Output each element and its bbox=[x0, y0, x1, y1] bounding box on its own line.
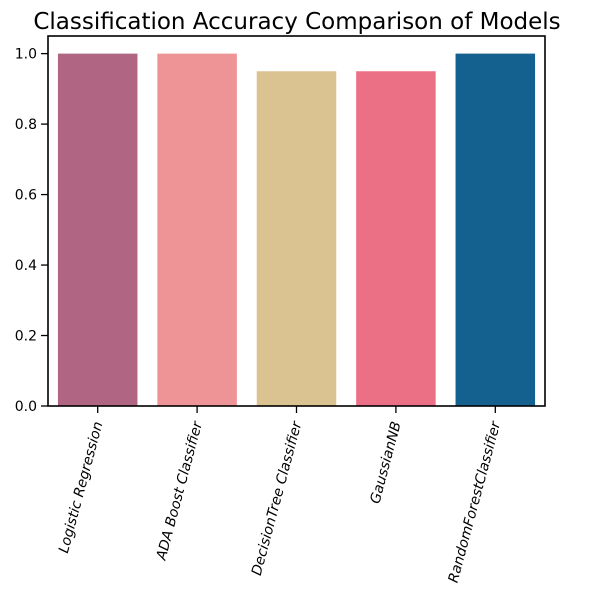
bar-1 bbox=[57, 53, 138, 406]
plot-frame bbox=[47, 35, 546, 407]
y-tick-label: 0.0 bbox=[15, 399, 37, 415]
bars-layer bbox=[57, 53, 536, 406]
chart-title: Classification Accuracy Comparison of Mo… bbox=[33, 9, 560, 35]
y-tick-label: 1.0 bbox=[15, 47, 37, 63]
y-tick-label: 0.2 bbox=[15, 329, 37, 345]
bar-5 bbox=[455, 53, 536, 406]
bar-2 bbox=[157, 53, 237, 406]
x-tick-label: DecisionTree Classifier bbox=[249, 419, 306, 578]
bar-4 bbox=[356, 71, 436, 406]
bar-3 bbox=[256, 71, 337, 406]
y-tick-label: 0.8 bbox=[15, 117, 37, 133]
y-axis: 0.0 0.2 0.4 0.6 0.8 1.0 bbox=[15, 47, 48, 415]
y-tick-label: 0.6 bbox=[15, 188, 37, 204]
x-axis: Logistic Regression ADA Boost Classifier D… bbox=[56, 406, 504, 585]
y-tick-label: 0.4 bbox=[15, 258, 37, 274]
x-tick-label: ADA Boost Classifier bbox=[153, 419, 206, 563]
x-tick-label: RandomForestClassifier bbox=[446, 419, 505, 585]
x-tick-label: Logistic Regression bbox=[56, 420, 107, 555]
x-tick-label: GaussianNB bbox=[367, 420, 404, 506]
